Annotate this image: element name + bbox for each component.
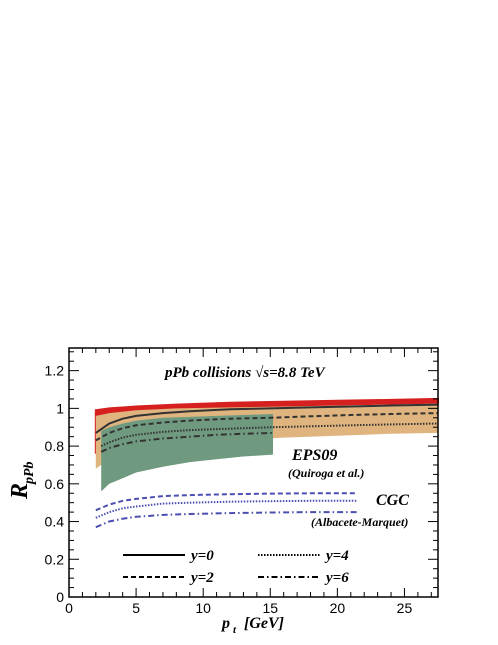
series-line-6 <box>95 511 358 529</box>
y-tick-label: 0.2 <box>45 551 65 567</box>
x-tick-label: 15 <box>262 600 278 616</box>
series-line-3 <box>100 431 274 453</box>
legend-label-y2: y=2 <box>189 570 214 586</box>
cgc-ref: (Albacete-Marquet) <box>311 515 408 529</box>
series-line-2 <box>100 422 439 448</box>
svg-text:[GeV]: [GeV] <box>244 615 284 632</box>
legend: y=0 y=2 y=4 y=6 <box>123 548 349 586</box>
x-axis-label: p t [GeV] <box>220 615 284 636</box>
legend-label-y0: y=0 <box>189 548 214 564</box>
chart-title: pPb collisions √s=8.8 TeV <box>163 365 327 381</box>
plot-frame <box>68 347 439 598</box>
ticks-layer <box>68 348 438 598</box>
svg-text:t: t <box>233 624 237 636</box>
series-line-1 <box>95 412 439 442</box>
bands-layer <box>94 397 439 492</box>
svg-text:R: R <box>7 483 33 500</box>
y-axis-label: R pPb <box>7 461 37 500</box>
series-line-5 <box>95 499 358 519</box>
series-line-0 <box>95 403 439 434</box>
svg-text:pPb: pPb <box>22 461 37 485</box>
legend-label-y4: y=4 <box>324 548 349 564</box>
x-tick-label: 5 <box>132 600 140 616</box>
legend-label-y6: y=6 <box>324 570 349 586</box>
band-y4 <box>101 414 273 492</box>
y-tick-label: 0.8 <box>45 438 65 454</box>
x-tick-label: 0 <box>65 600 73 616</box>
cgc-label: CGC <box>376 492 409 509</box>
y-tick-label: 1.2 <box>45 363 65 379</box>
svg-text:p: p <box>220 615 230 632</box>
y-tick-label: 0.4 <box>45 514 65 530</box>
lines-layer <box>95 403 439 529</box>
eps09-label: EPS09 <box>291 447 337 464</box>
y-tick-label: 0.6 <box>45 476 65 492</box>
x-tick-label: 20 <box>330 600 346 616</box>
y-tick-label: 0 <box>56 589 64 605</box>
eps09-ref: (Quiroga et al.) <box>288 466 364 480</box>
x-tick-label: 25 <box>397 600 413 616</box>
x-tick-label: 10 <box>195 600 211 616</box>
series-line-4 <box>95 492 358 512</box>
tick-labels: 0 5 10 15 20 25 0 0.2 0.4 0.6 0.8 1 1.2 <box>45 363 413 616</box>
y-tick-label: 1 <box>56 400 64 416</box>
